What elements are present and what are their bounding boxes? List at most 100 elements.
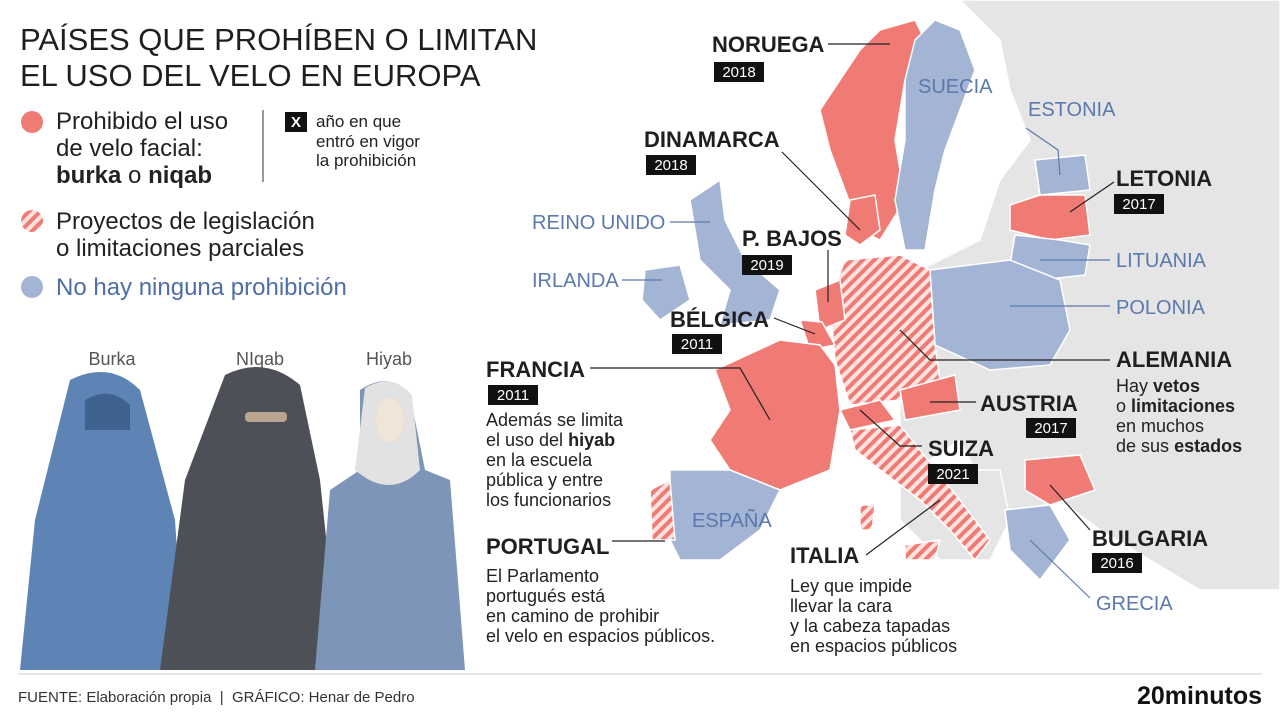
leader	[1049, 484, 1091, 531]
legend-connector: o	[128, 162, 141, 189]
burka-mesh	[85, 393, 130, 430]
country-switzerland	[838, 399, 897, 431]
country-denmark	[844, 194, 881, 246]
leader	[859, 409, 922, 447]
year-label: 2018	[722, 64, 755, 81]
year-box	[488, 385, 538, 405]
country-label-none: SUECIA	[918, 76, 993, 98]
niqab-eyes	[245, 412, 287, 422]
year-box	[646, 155, 696, 175]
country-estonia	[1034, 154, 1091, 196]
france-note: pública y entre	[486, 470, 603, 490]
country-bulgaria	[1024, 454, 1097, 506]
note-bold: vetos	[1153, 376, 1200, 396]
legend-swatch-partial	[21, 210, 43, 232]
garment-label: NIqab	[236, 349, 284, 369]
portugal-note: en camino de prohibir	[486, 606, 659, 626]
year-key-box	[285, 112, 307, 132]
illustrations	[20, 367, 465, 670]
country-spain	[669, 469, 782, 561]
country-italy	[849, 424, 991, 562]
germany-note: de sus estados	[1116, 436, 1242, 456]
year-label: 2017	[1122, 196, 1155, 213]
map	[641, 0, 1280, 591]
country-poland	[929, 259, 1071, 371]
legend-swatch-banned	[21, 111, 43, 133]
leader	[781, 151, 861, 231]
legend-text: de velo facial:	[56, 135, 203, 162]
leader	[865, 499, 941, 556]
legend-text: Prohibido el uso	[56, 108, 228, 135]
leader	[1029, 539, 1091, 599]
country-italy-islands	[859, 504, 876, 531]
leader	[1069, 181, 1115, 213]
country-label-none: ESTONIA	[1028, 99, 1116, 121]
country-name: ITALIA	[790, 543, 859, 568]
legend-swatch-none	[21, 276, 43, 298]
country-label-none: ESPAÑA	[692, 508, 772, 532]
france-note: Además se limita	[486, 410, 624, 430]
legend-text: o limitaciones parciales	[56, 235, 304, 262]
year-box	[928, 464, 978, 484]
country-label-none: REINO UNIDO	[532, 212, 665, 234]
country-latvia	[1009, 194, 1091, 241]
garment-label: Burka	[88, 349, 136, 369]
country-name: AUSTRIA	[980, 391, 1078, 416]
country-name: NORUEGA	[712, 32, 825, 57]
country-belgium	[798, 319, 837, 351]
country-name: SUIZA	[928, 436, 994, 461]
note-part: de sus	[1116, 436, 1169, 456]
country-name: LETONIA	[1116, 166, 1212, 191]
legend-term: burka	[56, 162, 122, 189]
country-ireland	[641, 264, 691, 321]
title-line: EL USO DEL VELO EN EUROPA	[20, 58, 481, 93]
country-name: DINAMARCA	[644, 127, 780, 152]
country-sweden	[894, 19, 976, 251]
portugal-note: El Parlamento	[486, 566, 599, 586]
italy-note: llevar la cara	[790, 596, 893, 616]
country-austria	[899, 374, 961, 421]
france-note: en la escuela	[486, 450, 593, 470]
garment-label: Hiyab	[366, 349, 412, 369]
country-netherlands	[814, 278, 846, 332]
year-label: 2019	[750, 257, 783, 274]
title-line: PAÍSES QUE PROHÍBEN O LIMITAN	[20, 22, 537, 57]
year-label: 2016	[1100, 555, 1133, 572]
country-label-none: IRLANDA	[532, 270, 619, 292]
burka-figure	[20, 372, 185, 670]
country-name: PORTUGAL	[486, 534, 609, 559]
country-italy-islands	[904, 539, 941, 561]
year-label: 2011	[497, 387, 529, 404]
land	[899, 0, 1280, 591]
note-part: Hay	[1116, 376, 1148, 396]
country-name: BULGARIA	[1092, 526, 1208, 551]
year-label: 2011	[681, 336, 713, 353]
italy-note: y la cabeza tapadas	[790, 616, 950, 636]
portugal-note: portugués está	[486, 586, 606, 606]
leader	[899, 329, 1110, 361]
germany-note: o limitaciones	[1116, 396, 1235, 416]
country-uk	[689, 178, 781, 326]
france-note-part: el uso del	[486, 430, 563, 450]
year-box	[742, 255, 792, 275]
legend-term: niqab	[148, 162, 212, 189]
brand-logo: 20minutos	[1137, 682, 1262, 710]
france-note: los funcionarios	[486, 490, 611, 510]
italy-note: Ley que impide	[790, 576, 912, 596]
year-box	[1092, 553, 1142, 573]
country-label-none: GRECIA	[1096, 593, 1173, 615]
note-bold: estados	[1174, 436, 1242, 456]
country-label-none: LITUANIA	[1116, 250, 1207, 272]
year-label: 2017	[1034, 420, 1067, 437]
france-note: el uso del hiyab	[486, 430, 615, 450]
note-part: o	[1116, 396, 1126, 416]
portugal-note: el velo en espacios públicos.	[486, 626, 715, 646]
france-note-bold: hiyab	[568, 430, 615, 450]
legend-text: No hay ninguna prohibición	[56, 274, 347, 301]
year-key-symbol: X	[291, 114, 301, 131]
germany-note: en muchos	[1116, 416, 1204, 436]
hiyab-face	[376, 398, 404, 442]
leader	[1025, 127, 1061, 176]
year-label: 2021	[936, 466, 969, 483]
year-key-text: la prohibición	[316, 151, 416, 170]
